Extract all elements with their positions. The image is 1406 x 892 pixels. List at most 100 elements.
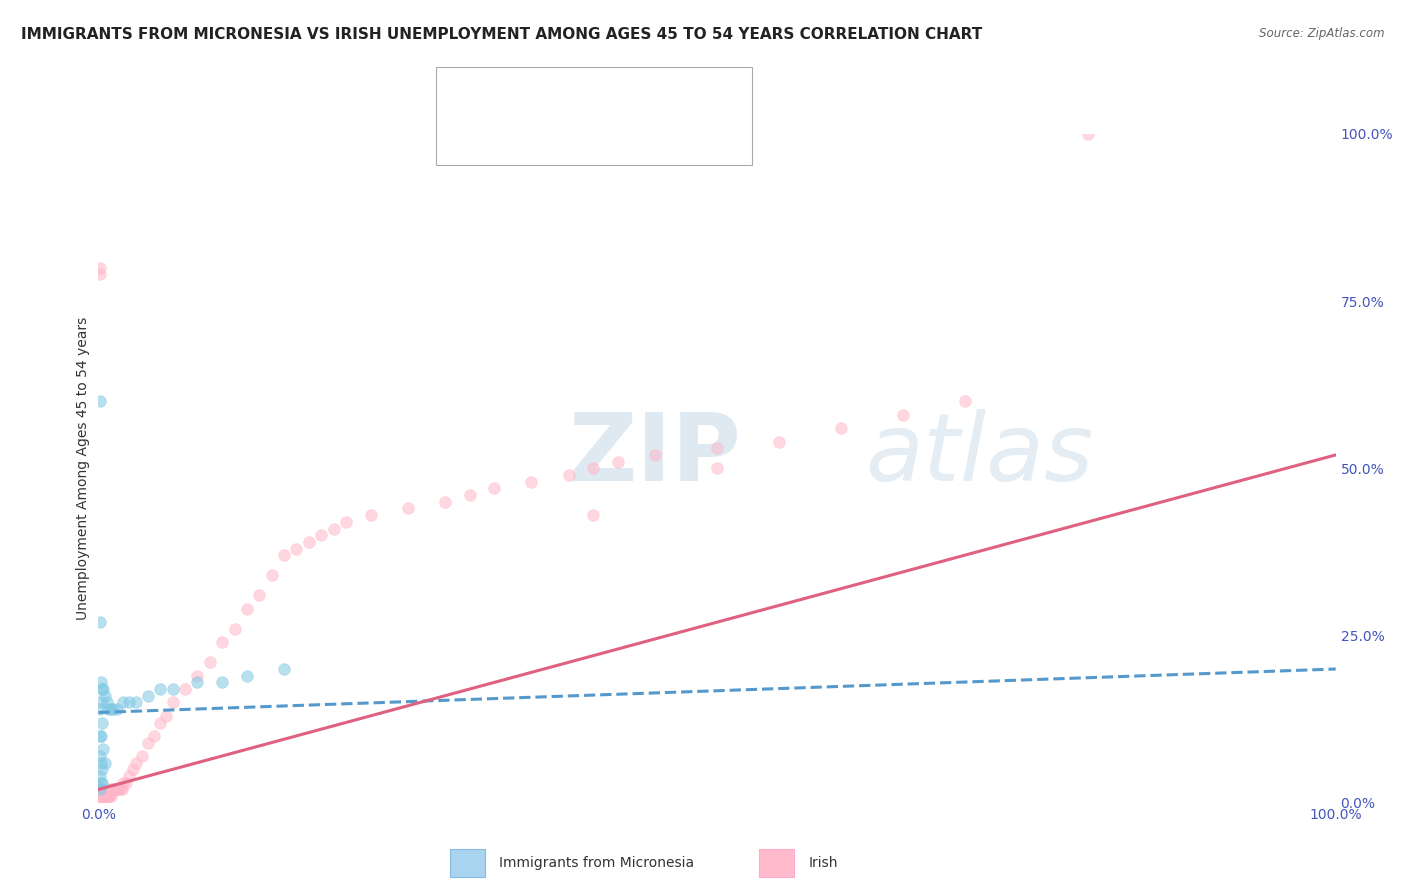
Point bbox=[91, 789, 114, 803]
Point bbox=[93, 789, 115, 803]
Point bbox=[149, 715, 172, 730]
Point bbox=[91, 789, 114, 803]
Point bbox=[124, 696, 146, 710]
Point bbox=[100, 782, 122, 797]
Point bbox=[93, 789, 115, 803]
Point bbox=[396, 501, 419, 516]
Point bbox=[89, 789, 111, 803]
Point bbox=[830, 421, 852, 435]
Point bbox=[273, 662, 295, 676]
Point bbox=[89, 782, 111, 797]
Point bbox=[89, 789, 111, 803]
Point bbox=[90, 789, 112, 803]
Point bbox=[90, 789, 112, 803]
Point bbox=[100, 789, 122, 803]
Point bbox=[89, 782, 111, 797]
Point bbox=[93, 756, 115, 770]
Point bbox=[186, 669, 208, 683]
Point bbox=[236, 602, 259, 616]
Point bbox=[97, 789, 120, 803]
Point bbox=[211, 635, 233, 649]
Point bbox=[89, 729, 111, 743]
Point bbox=[103, 782, 125, 797]
Point bbox=[111, 782, 134, 797]
Point bbox=[108, 782, 131, 797]
Point bbox=[131, 749, 153, 764]
Point bbox=[174, 681, 197, 696]
Point bbox=[90, 729, 112, 743]
Y-axis label: Unemployment Among Ages 45 to 54 years: Unemployment Among Ages 45 to 54 years bbox=[76, 317, 90, 620]
Point bbox=[89, 782, 111, 797]
Point bbox=[91, 681, 114, 696]
Bar bbox=[759, 849, 794, 877]
Point bbox=[162, 681, 184, 696]
Text: Source: ZipAtlas.com: Source: ZipAtlas.com bbox=[1260, 27, 1385, 40]
Point bbox=[93, 681, 115, 696]
Point bbox=[91, 762, 114, 776]
Point bbox=[90, 789, 112, 803]
Point bbox=[91, 789, 114, 803]
Point bbox=[124, 756, 146, 770]
Point bbox=[90, 775, 112, 790]
Point bbox=[101, 782, 124, 797]
Point bbox=[143, 729, 166, 743]
Point bbox=[89, 782, 111, 797]
Text: atlas: atlas bbox=[866, 409, 1094, 500]
Point bbox=[89, 260, 111, 275]
Point bbox=[557, 468, 579, 483]
Point bbox=[96, 789, 118, 803]
Point bbox=[458, 488, 481, 502]
Point bbox=[484, 482, 506, 496]
Point bbox=[112, 696, 135, 710]
Point bbox=[96, 789, 118, 803]
Point bbox=[90, 789, 112, 803]
Point bbox=[93, 742, 115, 756]
Point bbox=[607, 455, 630, 469]
Bar bbox=[450, 849, 485, 877]
Point bbox=[89, 789, 111, 803]
Point bbox=[186, 675, 208, 690]
Point bbox=[93, 789, 115, 803]
Point bbox=[706, 461, 728, 475]
Point bbox=[89, 782, 111, 797]
Point bbox=[90, 756, 112, 770]
Point bbox=[89, 702, 111, 716]
Point bbox=[89, 782, 111, 797]
Point bbox=[90, 789, 112, 803]
Point bbox=[98, 789, 121, 803]
Point bbox=[285, 541, 308, 556]
Point bbox=[891, 408, 914, 422]
Point bbox=[89, 749, 111, 764]
Point bbox=[89, 789, 111, 803]
Point bbox=[93, 689, 115, 703]
Point bbox=[309, 528, 332, 542]
Point bbox=[89, 789, 111, 803]
Point bbox=[100, 702, 122, 716]
Point bbox=[136, 689, 159, 703]
Point bbox=[1077, 127, 1099, 141]
Point bbox=[90, 675, 112, 690]
Bar bbox=[451, 121, 495, 152]
Point bbox=[89, 782, 111, 797]
Point bbox=[706, 442, 728, 456]
Point bbox=[335, 515, 357, 529]
Point bbox=[247, 589, 270, 603]
Point bbox=[122, 762, 145, 776]
Point bbox=[97, 789, 120, 803]
Point bbox=[89, 789, 111, 803]
Point bbox=[89, 782, 111, 797]
Point bbox=[94, 789, 117, 803]
Bar bbox=[451, 80, 495, 111]
Point bbox=[103, 702, 125, 716]
Point bbox=[236, 669, 259, 683]
Point bbox=[360, 508, 382, 523]
Point bbox=[118, 696, 141, 710]
Point bbox=[103, 782, 125, 797]
Point bbox=[198, 655, 221, 669]
Point bbox=[520, 475, 543, 489]
Point bbox=[136, 735, 159, 749]
Point bbox=[97, 702, 120, 716]
Point bbox=[322, 521, 344, 535]
Point bbox=[162, 696, 184, 710]
Point bbox=[107, 782, 129, 797]
